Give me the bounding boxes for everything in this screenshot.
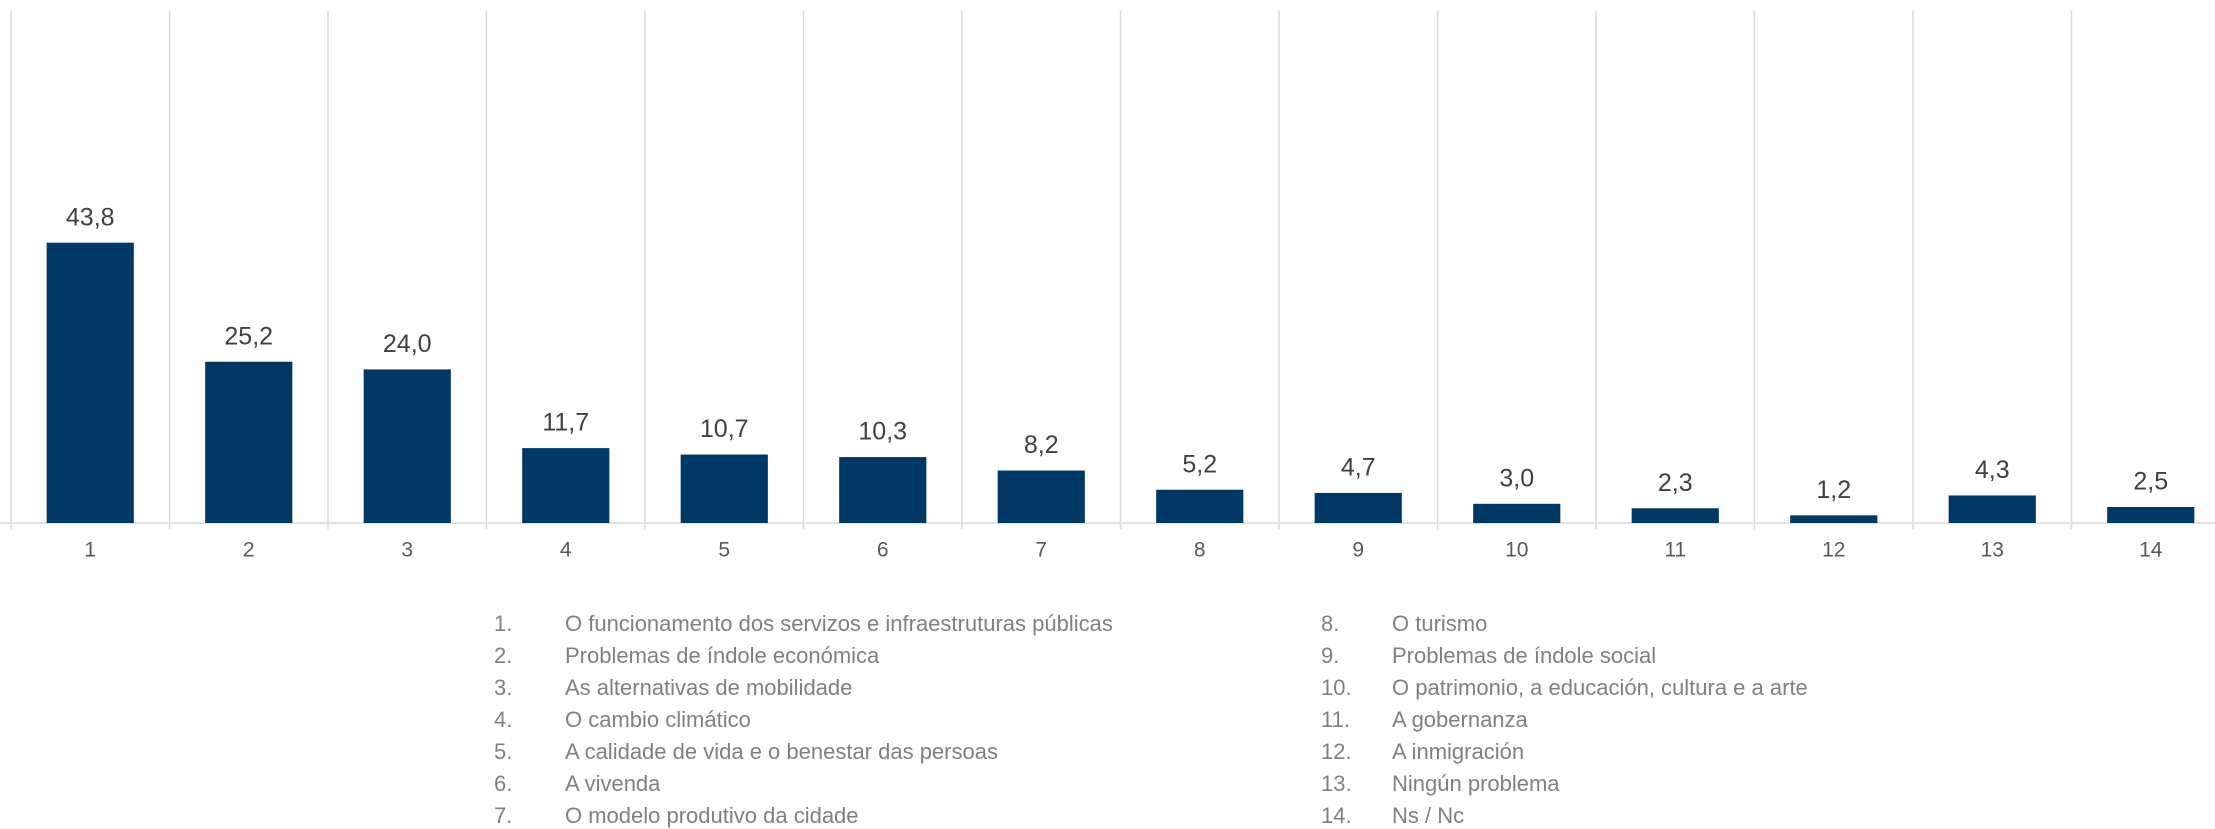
bar <box>205 361 293 523</box>
bar <box>1156 489 1244 523</box>
legend-label: Problemas de índole social <box>1392 643 1656 668</box>
legend-label: Ns / Nc <box>1392 803 1464 828</box>
value-label: 24,0 <box>383 330 432 358</box>
x-tick-label: 14 <box>2139 539 2163 562</box>
x-tick-label: 5 <box>718 539 730 562</box>
x-tick-label: 1 <box>84 539 96 562</box>
x-tick-label: 3 <box>401 539 413 562</box>
legend-number: 4. <box>494 707 512 732</box>
legend-number: 3. <box>494 675 512 700</box>
legend-label: O turismo <box>1392 611 1487 636</box>
x-tick-label: 12 <box>1822 539 1845 562</box>
x-tick-label: 10 <box>1505 539 1528 562</box>
x-tick-label: 8 <box>1194 539 1206 562</box>
legend-label: A calidade de vida e o benestar das pers… <box>565 739 998 764</box>
legend-number: 2. <box>494 643 512 668</box>
bar <box>1314 492 1402 523</box>
legend-label: A gobernanza <box>1392 707 1529 732</box>
legend-label: A inmigración <box>1392 739 1524 764</box>
legend-number: 12. <box>1321 739 1352 764</box>
bar <box>2107 507 2195 523</box>
legend-number: 9. <box>1321 643 1339 668</box>
legend-number: 6. <box>494 771 512 796</box>
value-label: 5,2 <box>1182 450 1217 478</box>
value-label: 8,2 <box>1024 431 1059 459</box>
legend-label: A vivenda <box>565 771 661 796</box>
legend-label: O patrimonio, a educación, cultura e a a… <box>1392 675 1808 700</box>
legend-number: 11. <box>1321 707 1350 732</box>
legend-number: 7. <box>494 803 512 828</box>
bar <box>363 369 451 523</box>
x-tick-label: 2 <box>243 539 255 562</box>
x-tick-label: 4 <box>560 539 572 562</box>
x-tick-label: 11 <box>1664 539 1686 562</box>
value-label: 1,2 <box>1816 476 1851 504</box>
x-tick-label: 9 <box>1352 539 1364 562</box>
bar <box>1790 515 1878 523</box>
value-label: 10,3 <box>858 418 907 446</box>
value-label: 3,0 <box>1499 464 1534 492</box>
value-label: 2,5 <box>2133 468 2168 496</box>
bar <box>1631 508 1719 523</box>
value-label: 10,7 <box>700 415 749 443</box>
legend-label: As alternativas de mobilidade <box>565 675 852 700</box>
value-label: 43,8 <box>66 203 115 231</box>
bar <box>997 470 1085 523</box>
bar <box>1473 503 1561 523</box>
legend-number: 10. <box>1321 675 1352 700</box>
legend-label: Ningún problema <box>1392 771 1560 796</box>
legend-number: 13. <box>1321 771 1352 796</box>
legend-number: 1. <box>494 611 512 636</box>
legend-number: 8. <box>1321 611 1339 636</box>
x-tick-label: 13 <box>1981 539 2004 562</box>
value-label: 4,3 <box>1975 456 2010 484</box>
bar <box>680 454 768 523</box>
value-label: 2,3 <box>1658 469 1693 497</box>
x-tick-label: 6 <box>877 539 889 562</box>
legend-number: 5. <box>494 739 512 764</box>
bar <box>839 457 927 523</box>
legend-label: O modelo produtivo da cidade <box>565 803 859 828</box>
bar <box>1948 495 2036 523</box>
value-label: 11,7 <box>542 409 589 437</box>
legend-label: O funcionamento dos servizos e infraestr… <box>565 611 1113 636</box>
value-label: 4,7 <box>1341 454 1376 482</box>
x-tick-label: 7 <box>1035 539 1047 562</box>
value-label: 25,2 <box>224 322 273 350</box>
bar <box>46 242 134 523</box>
bar <box>522 448 610 523</box>
legend-label: Problemas de índole económica <box>565 643 880 668</box>
legend-number: 14. <box>1321 803 1352 828</box>
legend-label: O cambio climático <box>565 707 751 732</box>
